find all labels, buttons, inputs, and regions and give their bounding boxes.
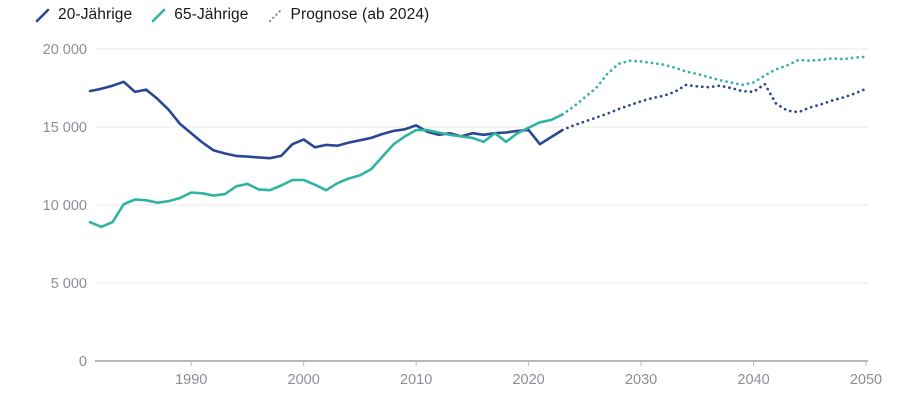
x-axis-label: 2050: [850, 372, 882, 388]
legend-item-prognose: Prognose (ab 2024): [267, 6, 430, 24]
dotted-line-swatch-icon: [268, 8, 282, 22]
x-axis-label: 2040: [737, 372, 769, 388]
y-axis-label: 20 000: [43, 42, 87, 58]
x-axis-label: 2030: [625, 372, 657, 388]
y-axis-label: 0: [79, 354, 87, 370]
forecast-line-20-jaehrige: [560, 82, 868, 132]
x-axis-label: 1990: [175, 372, 207, 388]
y-axis-label: 5 000: [51, 276, 87, 292]
legend-label-65-jaehrige: 65-Jährige: [174, 6, 249, 23]
legend-label-20-jaehrige: 20-Jährige: [58, 6, 133, 23]
legend-item-65-jaehrige: 65-Jährige: [150, 6, 248, 24]
legend-item-20-jaehrige: 20-Jährige: [34, 6, 132, 24]
chart-legend: 20-Jährige 65-Jährige Prognose (ab 2024): [34, 6, 429, 24]
legend-label-prognose: Prognose (ab 2024): [290, 6, 430, 23]
x-axis-label: 2010: [400, 372, 432, 388]
x-axis-label: 2020: [512, 372, 544, 388]
x-axis-label: 2000: [288, 372, 320, 388]
series-line-20-jaehrige: [88, 80, 564, 160]
series-line-65-jaehrige: [88, 113, 564, 229]
solid-line-swatch-icon: [35, 8, 50, 22]
y-axis-label: 15 000: [43, 120, 87, 136]
solid-line-swatch-icon: [151, 8, 166, 22]
y-axis-label: 10 000: [43, 198, 87, 214]
